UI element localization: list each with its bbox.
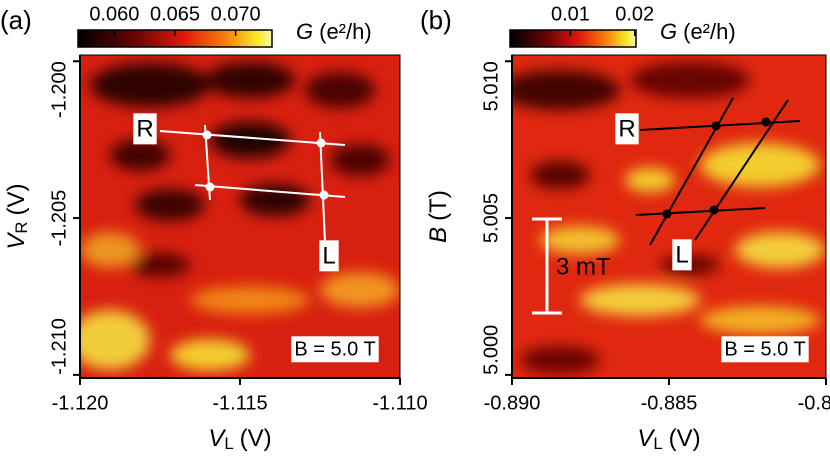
annotation-box — [721, 336, 809, 363]
scale-bar — [532, 217, 562, 315]
annotation: R — [136, 115, 153, 142]
y-tick-label: 5.005 — [480, 193, 502, 243]
x-tick-label: -0.885 — [641, 392, 698, 414]
y-tick-label: -1.205 — [48, 190, 70, 247]
y-axis-label-symbol: V — [3, 232, 30, 250]
x-axis-label-symbol: V — [637, 425, 655, 452]
y-tick-label: 5.010 — [480, 61, 502, 111]
x-tick-label: -1.120 — [52, 392, 109, 414]
annotation-box — [319, 240, 339, 272]
y-axis-label-subscript: R — [12, 221, 31, 233]
annotation: L — [322, 242, 335, 269]
guide-lines-a — [159, 124, 346, 243]
annotation: L — [675, 241, 688, 268]
colorbar-label: G (e²/h) — [660, 19, 736, 44]
x-axis-label-unit: (V) — [669, 425, 701, 452]
x-axis-label-unit: (V) — [240, 425, 272, 452]
x-tick-label: -0.890 — [484, 392, 541, 414]
annotation-box — [133, 113, 157, 145]
x-tick-label: -1.110 — [372, 392, 427, 414]
colorbar-tick-label: 0.02 — [615, 3, 654, 25]
colorbar-tick-label: 0.01 — [551, 3, 590, 25]
colorbar-label-unit: (e²/h) — [319, 19, 372, 44]
y-axis-label: B (T) — [425, 190, 452, 243]
heatmap-a — [80, 55, 400, 378]
annotation: B = 5.0 T — [294, 338, 375, 360]
y-axis-label-unit: (T) — [425, 190, 452, 221]
colorbar-label: G (e²/h) — [296, 19, 372, 44]
guide-lines-b — [635, 97, 801, 246]
colorbar-label-symbol: G — [296, 19, 313, 44]
y-axis-label-symbol: B — [425, 227, 452, 243]
panel: (a) -1.120 -1.115 -1.110 -1.200 -1.205 -1.210 V… — [0, 3, 428, 453]
colorbar-tick-label: 0.070 — [211, 3, 261, 25]
x-tick-label: -0.880 — [798, 392, 830, 414]
heatmap-b — [512, 55, 826, 378]
panel: (b)-0.890-0.885-0.8805.0105.0055.000VL(V… — [420, 3, 830, 453]
y-tick-label: -1.200 — [48, 61, 70, 118]
y-axis-label: VR (V) — [3, 183, 31, 249]
annotation-box — [291, 336, 379, 363]
y-tick-label: -1.210 — [48, 318, 70, 375]
panel-label: (a) — [0, 5, 32, 35]
panel-label: (b) — [420, 5, 452, 35]
colorbar-label-symbol: G — [660, 19, 677, 44]
colorbar-label-unit: (e²/h) — [683, 19, 736, 44]
x-axis-label-symbol: V — [208, 425, 226, 452]
annotation-box — [672, 239, 692, 271]
annotation: R — [618, 115, 635, 142]
x-axis-label: VL (V) — [637, 425, 700, 453]
x-axis-label: VL (V) — [208, 425, 271, 453]
x-tick-label: -1.115 — [212, 392, 267, 414]
y-axis-label-unit: (V) — [3, 183, 30, 215]
annotation: 3 mT — [556, 253, 611, 280]
y-tick-label: 5.000 — [480, 325, 502, 375]
x-axis-label-subscript: L — [224, 434, 233, 453]
colorbar-tick-label: 0.065 — [150, 3, 200, 25]
colorbar-tick-label: 0.060 — [89, 3, 139, 25]
x-axis-label-subscript: L — [653, 434, 662, 453]
colorbar-b — [509, 29, 637, 48]
annotation-box — [615, 113, 639, 145]
annotation: B = 5.0 T — [724, 338, 805, 360]
